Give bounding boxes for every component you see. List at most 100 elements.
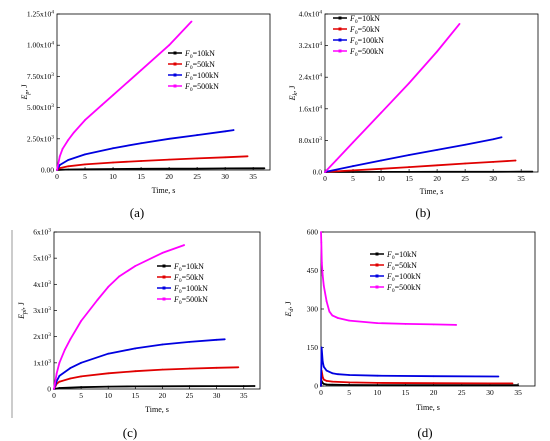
series-point — [336, 317, 339, 319]
x-tick-label: 25 — [186, 391, 194, 400]
series-point — [380, 159, 382, 162]
series-point — [188, 367, 191, 370]
y-tick-label: 600 — [307, 228, 319, 237]
series-point — [161, 368, 164, 371]
x-tick-label: 30 — [486, 388, 494, 397]
series-point — [242, 385, 245, 387]
legend-label: F0=100kN — [349, 36, 384, 47]
series-point — [325, 369, 328, 372]
series-point — [80, 361, 83, 364]
series-point — [322, 378, 325, 381]
series-line-4 — [320, 231, 457, 326]
y-tick-label: 4.0x104 — [299, 10, 323, 19]
series-point — [376, 384, 379, 387]
series-point — [325, 379, 328, 382]
series-point — [168, 167, 171, 170]
series-point — [134, 385, 137, 388]
series-point — [331, 372, 334, 375]
series-point — [331, 380, 334, 383]
series-point — [112, 161, 114, 164]
series-line-3 — [53, 338, 225, 390]
series-point — [215, 338, 218, 341]
x-tick-label: 5 — [347, 388, 351, 397]
x-tick-label: 15 — [132, 391, 140, 400]
series-point — [112, 94, 114, 97]
series-point — [61, 147, 64, 150]
series-point — [464, 162, 467, 165]
legend-marker — [375, 285, 379, 289]
x-tick-label: 25 — [461, 174, 469, 183]
series-point — [464, 170, 467, 173]
chart-panel-c: 0 5 10 15 20 25 30 35 0 1x103 2x103 3x103 4x103 5x103… — [17, 228, 261, 414]
legend-label: F0=10kN — [184, 49, 215, 60]
legend-marker — [338, 49, 342, 53]
series-point — [325, 300, 328, 303]
x-tick-label: 10 — [109, 172, 117, 181]
legend-marker — [162, 275, 166, 279]
series-point — [436, 50, 439, 53]
series-point — [320, 346, 323, 349]
x-tick-label: 0 — [55, 172, 59, 181]
x-tick-label: 10 — [377, 174, 385, 183]
series-point — [348, 384, 351, 386]
series-point — [322, 383, 325, 385]
y-tick-label: 6x103 — [33, 228, 51, 237]
x-tick-label: 30 — [213, 391, 221, 400]
series-line-2 — [320, 369, 513, 387]
y-axis-label: Ep, J — [20, 84, 31, 100]
series-point — [376, 374, 379, 377]
x-tick-label: 15 — [405, 174, 413, 183]
series-point — [492, 161, 495, 163]
y-tick-label: 8.0x103 — [299, 136, 323, 145]
y-tick-label: 450 — [307, 266, 319, 275]
series-point — [63, 348, 66, 351]
x-axis-label: Time, s — [152, 186, 176, 195]
x-tick-label: 35 — [514, 388, 522, 397]
series-point — [168, 137, 171, 140]
x-tick-label: 0 — [52, 391, 56, 400]
legend-marker — [375, 252, 379, 256]
series-point — [112, 147, 114, 150]
chart-panel-b: 0 5 10 15 20 25 30 35 0.0 8.0x103 1.6x104 2.4x104 3.… — [288, 10, 539, 196]
series-point — [183, 244, 186, 246]
legend-label: F0=500kN — [349, 47, 384, 58]
series-point — [500, 136, 503, 139]
y-tick-label: 5x103 — [33, 254, 51, 263]
series-point — [134, 370, 137, 373]
legend-marker — [173, 51, 177, 55]
plot-frame — [320, 231, 536, 387]
series-point — [67, 159, 70, 161]
x-tick-label: 35 — [249, 172, 257, 181]
series-point — [408, 82, 410, 85]
series-point — [348, 319, 351, 322]
series-point — [246, 155, 249, 158]
series-point — [69, 377, 72, 380]
y-axis-label: Ed, J — [284, 301, 295, 317]
x-tick-label: 0 — [323, 174, 327, 183]
y-axis-label: Epl, J — [17, 302, 28, 320]
series-point — [335, 159, 338, 162]
series-point — [455, 324, 458, 326]
series-point — [215, 366, 218, 369]
panel-label: (a) — [130, 205, 144, 220]
legend-label: F0=100kN — [386, 272, 421, 283]
series-point — [253, 385, 256, 387]
panel-label: (d) — [417, 425, 432, 440]
series-point — [107, 372, 110, 375]
series-point — [58, 380, 61, 383]
series-line-2 — [56, 155, 248, 171]
series-point — [58, 164, 61, 166]
legend-marker — [162, 264, 166, 268]
series-point — [514, 159, 517, 162]
panel-label: (b) — [415, 205, 430, 220]
series-point — [232, 129, 235, 131]
series-point — [100, 104, 103, 107]
y-axis-label: Ek, J — [288, 86, 299, 102]
series-point — [80, 320, 83, 322]
series-point — [72, 131, 75, 134]
series-point — [224, 130, 227, 133]
